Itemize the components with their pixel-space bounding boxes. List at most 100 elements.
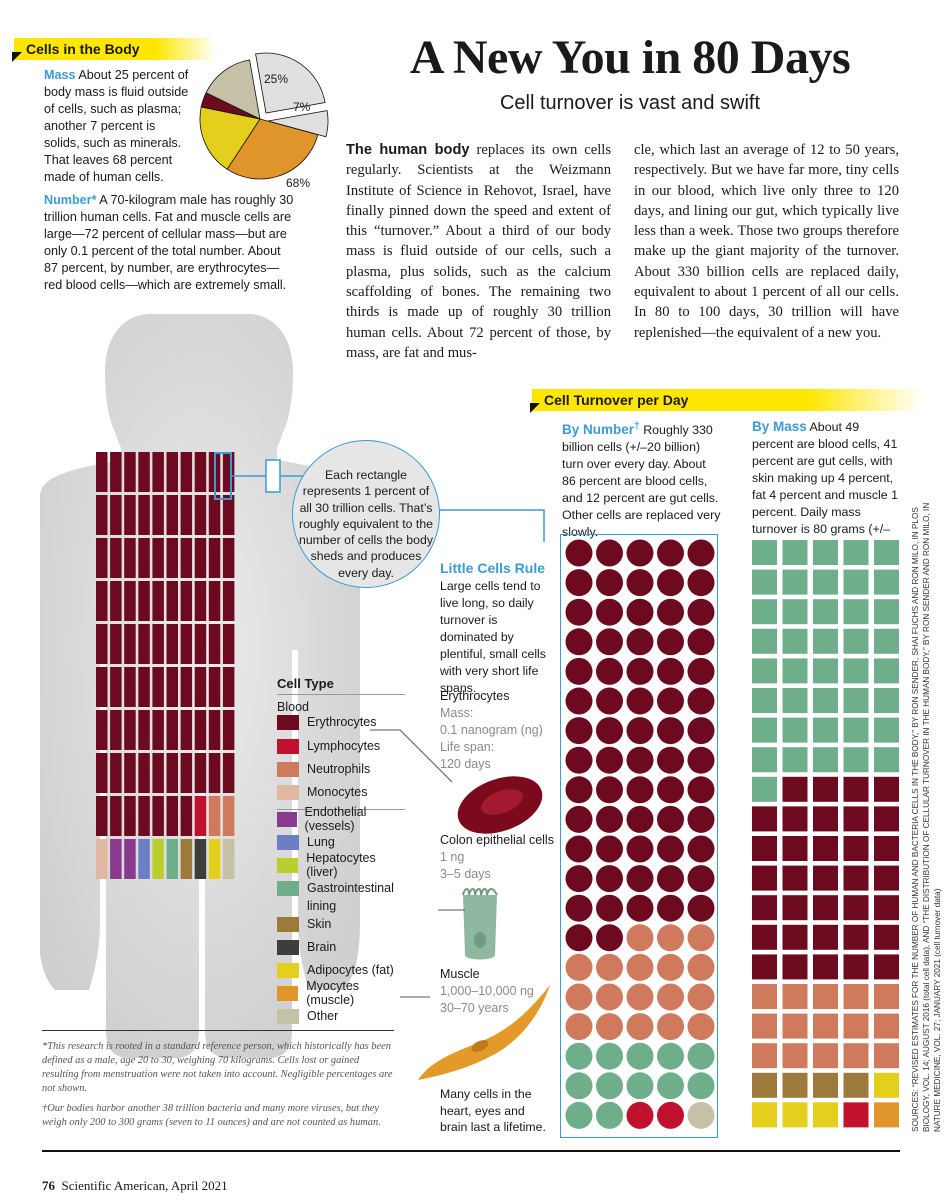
turnover-number-circle	[626, 924, 654, 952]
turnover-mass-square	[752, 895, 777, 921]
body-rectangle	[152, 452, 164, 492]
turnover-mass-square	[782, 776, 808, 802]
turnover-number-circle	[565, 1042, 593, 1070]
legend-label: Adipocytes (fat)	[307, 963, 394, 977]
body-rectangle	[208, 710, 221, 750]
body-rectangle	[222, 624, 235, 664]
turnover-mass-square	[752, 984, 777, 1009]
turnover-mass-square	[843, 540, 869, 565]
turnover-mass-square	[874, 569, 899, 595]
body-rectangle	[138, 839, 150, 879]
by-number-paragraph: By Number† Roughly 330 billion cells (+/…	[562, 418, 722, 541]
turnover-mass-square	[752, 1043, 777, 1069]
turnover-mass-square	[813, 717, 838, 743]
legend-leader-lines	[370, 729, 465, 998]
body-rectangle	[110, 839, 122, 879]
turnover-mass-square	[782, 984, 808, 1009]
body-rectangle	[152, 581, 164, 621]
body-rectangle	[222, 667, 235, 707]
muscle-cell-illustration	[418, 985, 550, 1080]
red-blood-cell-illustration	[457, 776, 543, 834]
turnover-number-circle	[626, 657, 654, 685]
turnover-number-circle	[657, 569, 684, 597]
legend-title: Cell Type	[277, 676, 334, 691]
body-rectangle	[180, 581, 193, 621]
turnover-number-circle	[596, 1013, 623, 1041]
body-rectangle	[194, 753, 207, 793]
mass-label: Mass	[44, 68, 76, 82]
pie-slice-fluid	[255, 52, 326, 114]
turnover-number-circle	[657, 924, 684, 952]
body-rectangle	[96, 452, 108, 492]
turnover-mass-square	[843, 569, 869, 595]
body-rectangle	[152, 839, 164, 879]
turnover-mass-square	[813, 954, 838, 980]
colon-line1: 1 ng	[440, 850, 465, 864]
turnover-mass-square	[874, 984, 899, 1009]
turnover-mass-square	[874, 1102, 899, 1128]
legend-swatch	[277, 962, 299, 978]
turnover-mass-square	[782, 895, 808, 921]
legend-label: Gastrointestinal	[307, 881, 394, 895]
turnover-number-circle	[626, 983, 654, 1011]
turnover-mass-square	[752, 806, 777, 832]
turnover-number-circle	[596, 598, 623, 626]
turnover-mass-square	[782, 865, 808, 891]
turnover-mass-square	[752, 688, 777, 713]
turnover-number-circle	[565, 983, 593, 1011]
body-rectangle	[222, 581, 235, 621]
legend-swatch	[277, 880, 299, 896]
legend-label: Skin	[307, 917, 332, 931]
erythrocyte-info: Erythrocytes Mass: 0.1 nanogram (ng) Lif…	[440, 688, 560, 773]
turnover-number-circle	[687, 569, 715, 597]
turnover-number-circle	[687, 894, 715, 922]
colon-info: Colon epithelial cells 1 ng 3–5 days	[440, 832, 570, 883]
erythrocyte-line1: Mass:	[440, 706, 474, 720]
body-rectangle	[180, 710, 193, 750]
turnover-mass-square	[843, 776, 869, 802]
turnover-number-circle	[565, 687, 593, 715]
body-rectangle	[110, 452, 122, 492]
turnover-number-circle	[565, 569, 593, 597]
mass-pie-chart	[199, 52, 329, 180]
turnover-mass-square	[782, 569, 808, 595]
turnover-mass-square	[782, 954, 808, 980]
legend-swatch	[277, 985, 299, 1001]
body-rectangle	[152, 538, 164, 578]
colon-line2: 3–5 days	[440, 867, 491, 881]
turnover-mass-square	[874, 924, 899, 950]
by-mass-text: About 49 percent are blood cells, 41 per…	[752, 420, 899, 553]
turnover-number-circle	[596, 835, 623, 863]
pie-label-25: 25%	[264, 72, 289, 86]
body-rectangle	[208, 495, 221, 535]
highlight-rect	[214, 452, 232, 500]
legend-label: Neutrophils	[307, 762, 371, 776]
turnover-number-circle	[626, 953, 654, 981]
turnover-number-circle	[626, 1013, 654, 1041]
body-rectangle	[180, 839, 193, 879]
turnover-number-circle	[657, 746, 684, 774]
little-cells-text: Large cells tend to live long, so daily …	[440, 579, 546, 695]
by-mass-label: By Mass	[752, 419, 807, 434]
body-rectangle	[194, 839, 207, 879]
turnover-number-circle	[657, 805, 684, 833]
turnover-number-circle	[596, 865, 623, 893]
turnover-mass-square	[843, 806, 869, 832]
body-rectangle	[222, 839, 235, 879]
body-rectangle	[208, 839, 221, 879]
body-rectangle	[138, 581, 150, 621]
turnover-number-circle	[687, 924, 715, 952]
sample-rect	[265, 459, 281, 493]
turnover-mass-square	[813, 540, 838, 565]
turnover-mass-square	[782, 540, 808, 565]
turnover-number-circle	[596, 1101, 623, 1129]
legend-item: Lymphocytes	[277, 736, 380, 756]
turnover-mass-square	[813, 895, 838, 921]
turnover-mass-square	[782, 1102, 808, 1128]
body-rectangle	[152, 753, 164, 793]
legend-item: Hepatocytes (liver)	[277, 851, 407, 879]
turnover-mass-square	[874, 806, 899, 832]
turnover-number-circle	[687, 835, 715, 863]
muscle-line2: 30–70 years	[440, 1001, 509, 1015]
turnover-mass-square	[752, 540, 777, 565]
